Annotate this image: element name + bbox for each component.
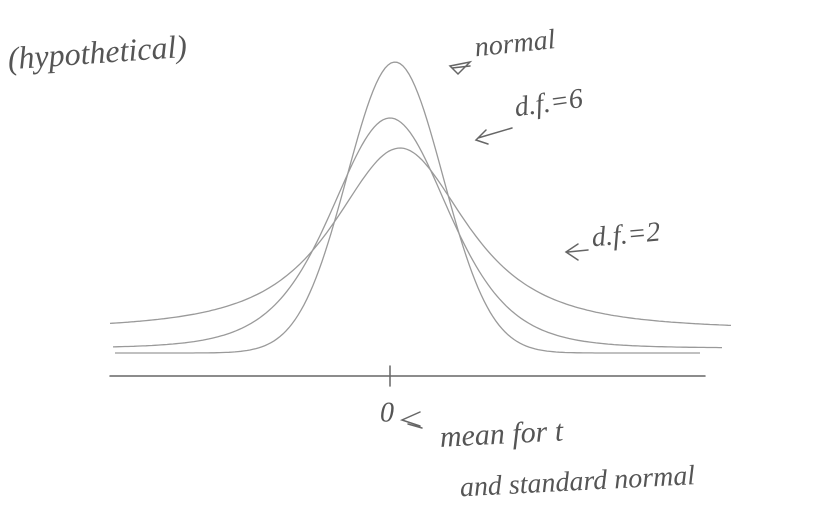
arrow-mean <box>402 412 422 428</box>
label-df2: d.f.=2 <box>590 217 661 254</box>
curves <box>110 62 731 353</box>
zero-label: 0 <box>380 397 394 428</box>
mean-note-2: and standard normal <box>459 460 696 503</box>
diagram: (hypothetical) normal d.f.=6 d.f.=2 0 me… <box>0 0 832 522</box>
label-df6: d.f.=6 <box>513 83 585 123</box>
arrow-normal <box>450 62 470 74</box>
label-normal: normal <box>473 24 557 63</box>
mean-note: mean for t <box>439 414 565 453</box>
curve-normal <box>115 62 700 353</box>
arrow-df2 <box>566 244 588 260</box>
annotation: (hypothetical) <box>6 28 188 76</box>
arrow-df6 <box>476 128 512 144</box>
